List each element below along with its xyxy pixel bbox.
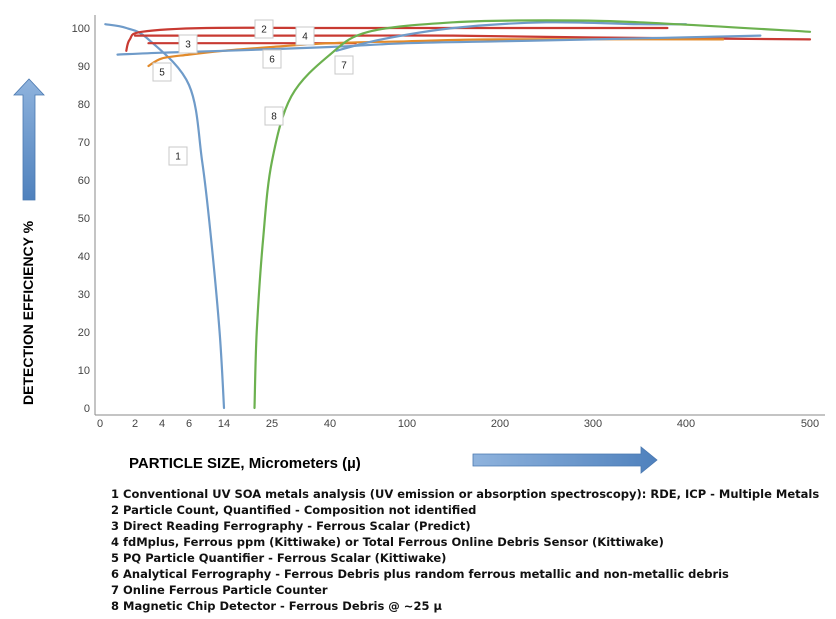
- series-8-line: [253, 19, 812, 410]
- callout-4: 4: [295, 26, 315, 46]
- series-1-line: [104, 23, 226, 410]
- series-6-line: [116, 34, 762, 56]
- legend-item: 6 Analytical Ferrography - Ferrous Debri…: [111, 567, 729, 581]
- svg-text:1: 1: [175, 152, 181, 163]
- x-axis-label: PARTICLE SIZE, Micrometers (µ): [129, 455, 361, 472]
- svg-text:3: 3: [185, 40, 191, 51]
- x-tick-label: 2: [132, 418, 138, 430]
- y-tick-label: 50: [78, 213, 90, 225]
- svg-text:8: 8: [271, 112, 277, 123]
- y-tick-label: 90: [78, 61, 90, 73]
- y-axis-label: DETECTION EFFICIENCY %: [20, 220, 36, 405]
- x-tick-label: 400: [677, 418, 695, 430]
- legend-item: 1 Conventional UV SOA metals analysis (U…: [111, 487, 820, 501]
- x-tick-label: 200: [491, 418, 509, 430]
- y-tick-label: 100: [72, 23, 90, 35]
- y-tick-label: 0: [84, 403, 90, 415]
- x-tick-label: 25: [266, 418, 278, 430]
- legend-item: 8 Magnetic Chip Detector - Ferrous Debri…: [111, 599, 442, 613]
- legend-item: 3 Direct Reading Ferrography - Ferrous S…: [111, 519, 471, 533]
- callout-5: 5: [152, 62, 172, 82]
- x-tick-label: 300: [584, 418, 602, 430]
- right-arrow-icon: [472, 446, 658, 474]
- callout-8: 8: [264, 106, 284, 126]
- x-tick-label: 6: [186, 418, 192, 430]
- y-tick-label: 10: [78, 365, 90, 377]
- legend-item: 4 fdMplus, Ferrous ppm (Kittiwake) or To…: [111, 535, 664, 549]
- x-tick-label: 14: [218, 418, 230, 430]
- callout-1: 1: [168, 146, 188, 166]
- series-7-line: [335, 21, 688, 52]
- x-tick-label: 40: [324, 418, 336, 430]
- y-tick-label: 30: [78, 289, 90, 301]
- y-tick-label: 20: [78, 327, 90, 339]
- x-tick-label: 500: [801, 418, 819, 430]
- callout-2: 2: [254, 19, 274, 39]
- svg-text:7: 7: [341, 61, 347, 72]
- svg-text:5: 5: [159, 68, 165, 79]
- y-tick-label: 60: [78, 175, 90, 187]
- y-tick-label: 70: [78, 137, 90, 149]
- y-tick-label: 80: [78, 99, 90, 111]
- legend-item: 5 PQ Particle Quantifier - Ferrous Scala…: [111, 551, 447, 565]
- svg-text:4: 4: [302, 32, 308, 43]
- legend-item: 2 Particle Count, Quantified - Compositi…: [111, 503, 477, 517]
- svg-text:2: 2: [261, 25, 267, 36]
- up-arrow-icon: [13, 78, 45, 201]
- x-tick-label: 4: [159, 418, 165, 430]
- legend: 1 Conventional UV SOA metals analysis (U…: [111, 486, 819, 614]
- callout-6: 6: [262, 49, 282, 69]
- x-tick-label: 100: [398, 418, 416, 430]
- callout-7: 7: [334, 55, 354, 75]
- y-tick-label: 40: [78, 251, 90, 263]
- callout-3: 3: [178, 34, 198, 54]
- svg-text:6: 6: [269, 55, 275, 66]
- legend-item: 7 Online Ferrous Particle Counter: [111, 583, 328, 597]
- x-tick-label: 0: [97, 418, 103, 430]
